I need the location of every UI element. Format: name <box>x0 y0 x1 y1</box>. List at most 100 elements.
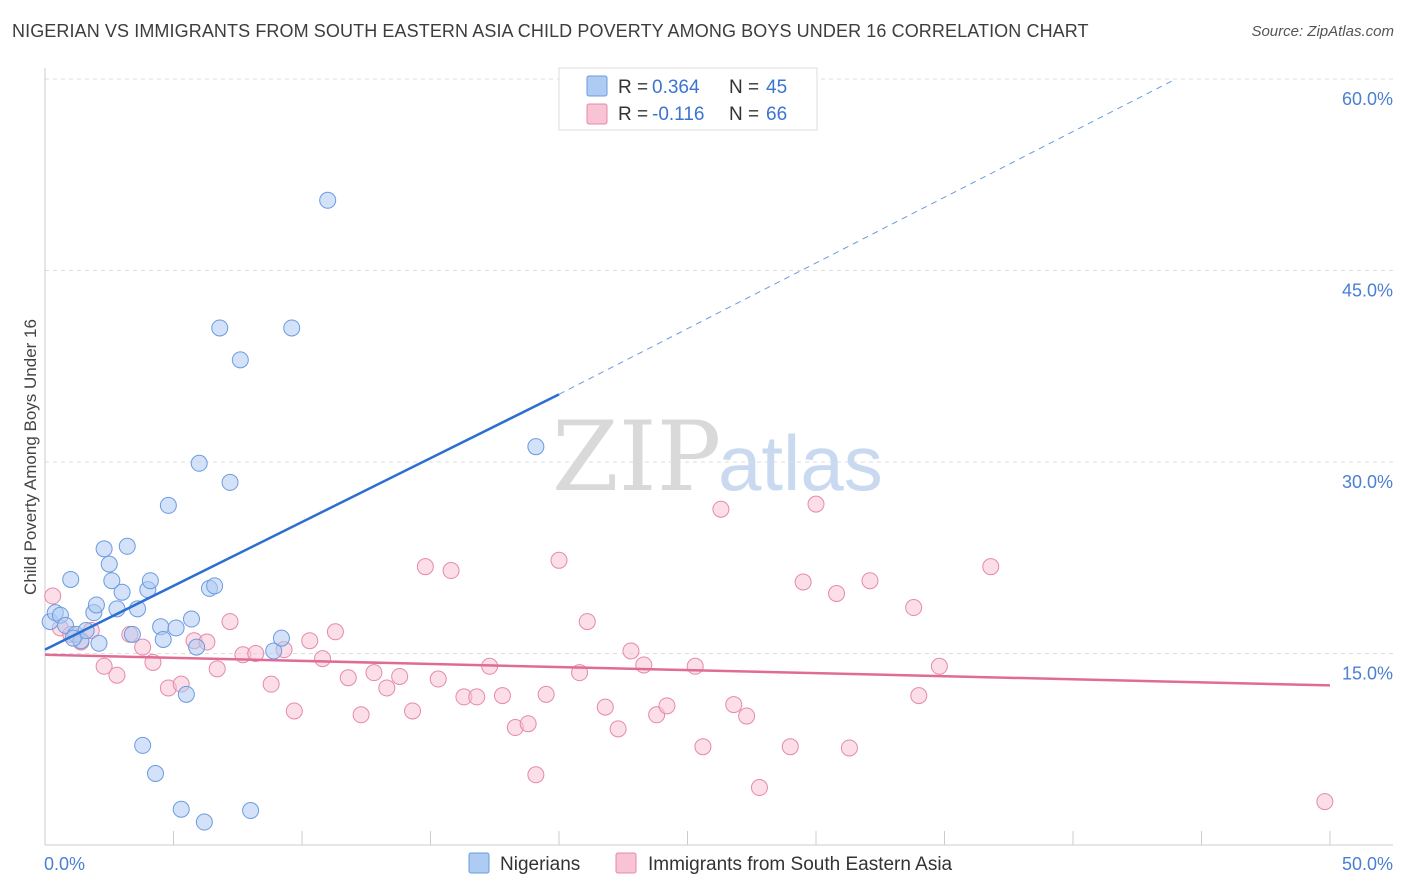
point-immigrants-39 <box>527 766 545 784</box>
legend-r-value-1: 0.364 <box>652 77 700 98</box>
point-nigerians-38 <box>242 802 260 820</box>
watermark-zip: ZIP <box>552 401 721 513</box>
point-nigerians-11 <box>95 540 113 558</box>
point-nigerians-31 <box>190 454 208 472</box>
point-nigerians-35 <box>211 319 229 337</box>
trend-line-immigrants <box>44 653 1331 687</box>
trend-line-nigerians <box>44 393 560 651</box>
point-immigrants-63 <box>910 687 928 705</box>
point-immigrants-23 <box>326 623 344 641</box>
legend-swatch-immigrants <box>586 103 608 125</box>
watermark-atlas: atlas <box>718 419 883 507</box>
point-immigrants-54 <box>738 707 756 725</box>
chart-title: NIGERIAN VS IMMIGRANTS FROM SOUTH EASTER… <box>12 21 1089 41</box>
point-immigrants-56 <box>781 738 799 756</box>
point-nigerians-37 <box>231 351 249 369</box>
point-nigerians-30 <box>188 638 206 656</box>
point-immigrants-34 <box>468 688 486 706</box>
point-immigrants-22 <box>314 650 332 668</box>
point-nigerians-12 <box>100 555 118 573</box>
point-immigrants-20 <box>285 702 303 720</box>
y-axis-label: Child Poverty Among Boys Under 16 <box>21 319 40 595</box>
bottom-legend: Nigerians Immigrants from South Eastern … <box>468 852 953 875</box>
trend-line-nigerians-extended <box>558 78 1177 395</box>
point-nigerians-16 <box>118 537 136 555</box>
point-immigrants-50 <box>686 657 704 675</box>
point-immigrants-57 <box>794 573 812 591</box>
point-immigrants-30 <box>416 558 434 576</box>
trend-lines <box>44 78 1331 687</box>
point-immigrants-49 <box>658 697 676 715</box>
series-nigerians <box>41 191 545 831</box>
point-immigrants-65 <box>982 558 1000 576</box>
point-immigrants-62 <box>905 599 923 617</box>
point-nigerians-19 <box>134 736 152 754</box>
watermark: ZIP atlas <box>552 401 883 513</box>
point-immigrants-45 <box>609 720 627 738</box>
bottom-legend-label-nigerians: Nigerians <box>500 854 580 875</box>
point-immigrants-5 <box>95 657 113 675</box>
point-nigerians-42 <box>319 191 337 209</box>
point-immigrants-46 <box>622 642 640 660</box>
point-nigerians-40 <box>272 629 290 647</box>
point-nigerians-4 <box>62 570 80 588</box>
point-immigrants-52 <box>712 500 730 518</box>
point-immigrants-27 <box>378 679 396 697</box>
legend-r-label-1: R = <box>618 77 648 98</box>
point-immigrants-43 <box>578 613 596 631</box>
y-tick-label-3: 60.0% <box>1342 89 1393 109</box>
point-immigrants-6 <box>108 666 126 684</box>
point-immigrants-8 <box>134 638 152 656</box>
point-immigrants-26 <box>365 664 383 682</box>
legend-r-value-2: -0.116 <box>652 104 704 125</box>
legend-n-label-1: N = <box>729 77 759 98</box>
point-immigrants-58 <box>807 495 825 513</box>
point-immigrants-25 <box>352 706 370 724</box>
point-immigrants-40 <box>537 685 555 703</box>
legend-n-value-1: 45 <box>766 77 787 98</box>
point-nigerians-29 <box>182 610 200 628</box>
point-immigrants-36 <box>493 687 511 705</box>
point-immigrants-15 <box>221 613 239 631</box>
point-immigrants-60 <box>840 739 858 757</box>
point-nigerians-26 <box>167 619 185 637</box>
x-tick-labels: 0.0% 50.0% <box>44 854 1393 874</box>
axes <box>44 68 1393 846</box>
point-immigrants-14 <box>208 660 226 678</box>
y-tick-label-1: 30.0% <box>1342 472 1393 492</box>
series-immigrants-south-eastern-asia <box>44 495 1334 811</box>
legend-swatch-nigerians <box>586 75 608 97</box>
point-immigrants-0 <box>44 587 62 605</box>
point-nigerians-34 <box>206 577 224 595</box>
source-label: Source: ZipAtlas.com <box>1251 23 1394 40</box>
point-nigerians-22 <box>147 765 165 783</box>
legend-r-label-2: R = <box>618 104 648 125</box>
point-immigrants-47 <box>635 656 653 674</box>
point-nigerians-13 <box>103 572 121 590</box>
point-nigerians-28 <box>177 685 195 703</box>
point-nigerians-9 <box>87 596 105 614</box>
point-nigerians-21 <box>141 572 159 590</box>
point-immigrants-41 <box>550 551 568 569</box>
point-immigrants-53 <box>725 696 743 714</box>
point-immigrants-31 <box>429 670 447 688</box>
point-immigrants-66 <box>1316 793 1334 811</box>
point-immigrants-24 <box>339 669 357 687</box>
point-nigerians-39 <box>265 642 283 660</box>
point-nigerians-10 <box>90 634 108 652</box>
point-nigerians-24 <box>154 630 172 648</box>
point-nigerians-41 <box>283 319 301 337</box>
point-immigrants-59 <box>828 584 846 602</box>
grid <box>45 78 1393 654</box>
bottom-legend-swatch-immigrants <box>615 852 637 874</box>
point-immigrants-51 <box>694 738 712 756</box>
point-nigerians-25 <box>159 496 177 514</box>
point-nigerians-32 <box>195 813 213 831</box>
point-immigrants-17 <box>247 645 265 662</box>
point-immigrants-44 <box>596 698 614 716</box>
point-immigrants-21 <box>301 632 319 650</box>
point-nigerians-43 <box>527 438 545 456</box>
point-nigerians-27 <box>172 800 190 818</box>
point-immigrants-64 <box>930 657 948 675</box>
